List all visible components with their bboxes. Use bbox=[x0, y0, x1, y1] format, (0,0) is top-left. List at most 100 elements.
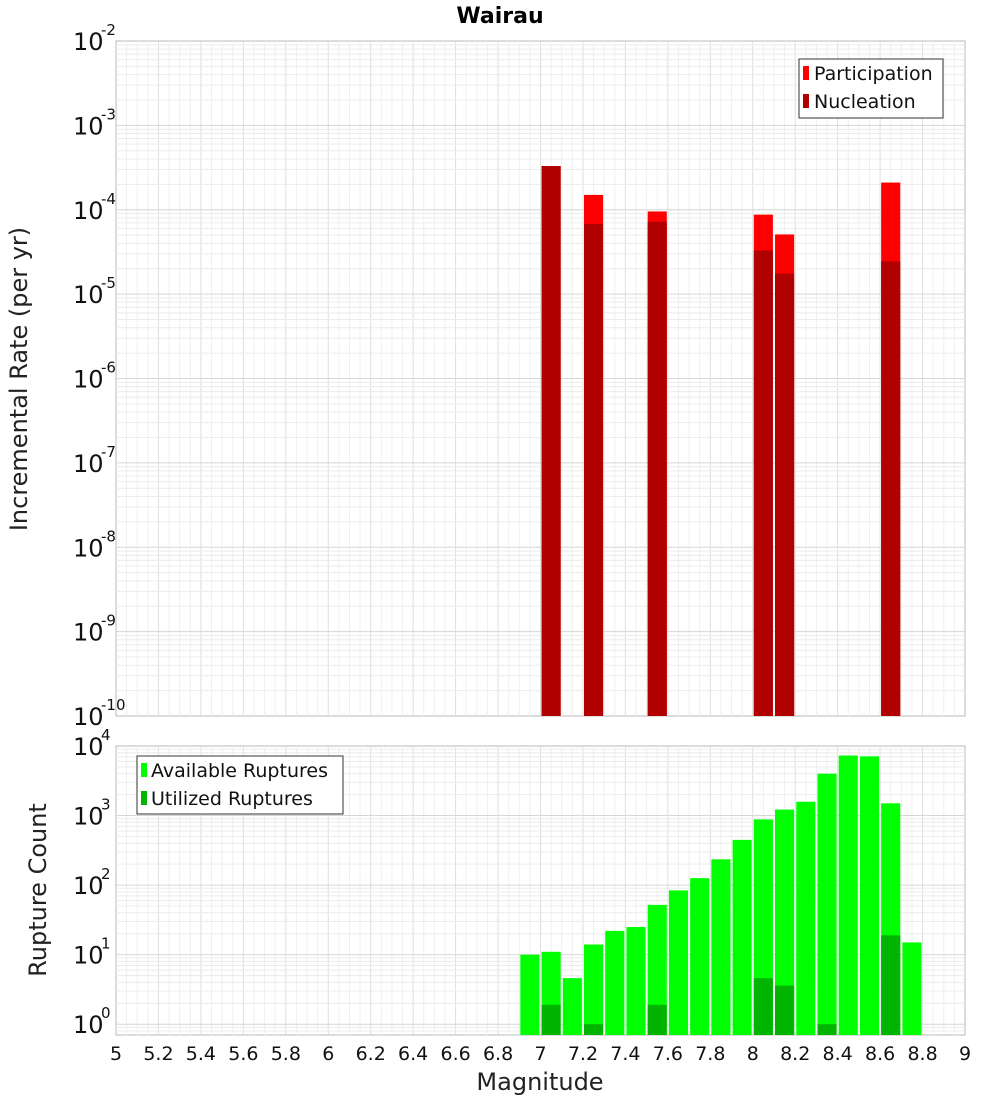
x-tick-label: 5.8 bbox=[271, 1043, 301, 1065]
x-tick-label: 8.6 bbox=[865, 1043, 895, 1065]
count-y-axis-label: Rupture Count bbox=[24, 803, 52, 977]
x-tick-label: 6.4 bbox=[398, 1043, 428, 1065]
rate-y-tick-exponent: -7 bbox=[101, 443, 116, 461]
x-tick-label: 5.6 bbox=[228, 1043, 258, 1065]
x-tick-label: 7.4 bbox=[610, 1043, 640, 1065]
nucleation-legend-swatch bbox=[803, 94, 809, 108]
count-y-tick-label: 10 bbox=[73, 942, 104, 970]
count-bar-s1 bbox=[817, 773, 837, 1035]
x-tick-label: 7 bbox=[534, 1043, 546, 1065]
count-legend-box bbox=[136, 755, 344, 815]
count-bar-s1 bbox=[711, 859, 731, 1035]
utilized-legend-swatch bbox=[141, 791, 147, 805]
rate-grid bbox=[116, 41, 965, 716]
count-bar-s2 bbox=[881, 935, 901, 1035]
x-tick-label: 5.2 bbox=[143, 1043, 173, 1065]
rate-y-tick-label: 10 bbox=[73, 28, 104, 56]
rate-y-tick-label: 10 bbox=[73, 534, 104, 562]
x-tick-label: 8.8 bbox=[907, 1043, 937, 1065]
x-tick-label: 6.8 bbox=[483, 1043, 513, 1065]
count-bar-s2 bbox=[817, 1024, 837, 1035]
nucleation-legend-label: Nucleation bbox=[814, 91, 916, 113]
x-axis-label: Magnitude bbox=[476, 1068, 603, 1096]
rate-y-tick-label: 10 bbox=[73, 197, 104, 225]
rate-bar-s2 bbox=[541, 166, 561, 717]
rate-bar-s2 bbox=[775, 273, 795, 716]
rate-y-tick-label: 10 bbox=[73, 703, 104, 731]
rate-y-tick-label: 10 bbox=[73, 366, 104, 394]
rate-bars bbox=[541, 166, 901, 717]
x-tick-label: 7.2 bbox=[568, 1043, 598, 1065]
count-bar-s1 bbox=[838, 755, 858, 1035]
count-y-tick-exponent: 1 bbox=[101, 935, 111, 953]
utilized-legend-label: Utilized Ruptures bbox=[151, 788, 313, 810]
count-bar-s1 bbox=[859, 756, 880, 1035]
x-tick-label: 7.6 bbox=[653, 1043, 683, 1065]
count-bar-s1 bbox=[520, 954, 540, 1035]
rate-y-tick-exponent: -8 bbox=[101, 527, 116, 545]
count-y-tick-label: 10 bbox=[73, 1011, 104, 1039]
rate-y-tick-label: 10 bbox=[73, 112, 104, 140]
available-legend-swatch bbox=[141, 763, 147, 777]
x-tick-label: 6.2 bbox=[356, 1043, 386, 1065]
rate-bar-s2 bbox=[881, 261, 901, 716]
count-bar-s2 bbox=[647, 1004, 667, 1035]
x-tick-label: 6 bbox=[322, 1043, 334, 1065]
count-bar-s1 bbox=[584, 944, 604, 1035]
count-y-tick-exponent: 0 bbox=[101, 1004, 111, 1022]
count-bar-s1 bbox=[775, 809, 795, 1035]
rate-y-axis-label: Incremental Rate (per yr) bbox=[5, 227, 33, 531]
available-legend-label: Available Ruptures bbox=[151, 760, 328, 782]
rate-y-tick-exponent: -4 bbox=[101, 190, 116, 208]
count-y-tick-label: 10 bbox=[73, 733, 104, 761]
rate-y-tick-exponent: -2 bbox=[101, 21, 116, 39]
rate-y-tick-exponent: -6 bbox=[101, 359, 116, 377]
x-tick-label: 5 bbox=[110, 1043, 122, 1065]
count-y-tick-label: 10 bbox=[73, 803, 104, 831]
rate-bar-s2 bbox=[584, 223, 604, 716]
x-tick-label: 7.8 bbox=[695, 1043, 725, 1065]
rate-y-tick-exponent: -3 bbox=[101, 105, 116, 123]
count-bar-s1 bbox=[668, 890, 689, 1035]
chart-title: Wairau bbox=[456, 4, 543, 29]
x-tick-label: 6.6 bbox=[440, 1043, 470, 1065]
rate-legend: Participation Nucleation bbox=[798, 58, 944, 119]
count-legend: Available Ruptures Utilized Ruptures bbox=[136, 755, 344, 815]
rate-y-tick-exponent: -9 bbox=[101, 612, 116, 630]
count-y-tick-exponent: 3 bbox=[101, 796, 111, 814]
x-tick-label: 9 bbox=[959, 1043, 971, 1065]
count-bar-s1 bbox=[647, 904, 667, 1035]
x-tick-label: 8.4 bbox=[823, 1043, 853, 1065]
count-bar-s1 bbox=[605, 930, 625, 1035]
participation-legend-label: Participation bbox=[814, 63, 933, 85]
count-bars bbox=[520, 755, 922, 1035]
x-tick-labels: 5 5.2 5.4 5.6 5.8 6 6.2 6.4 6.6 6.8 7 7.2 7.4 7.6 7.8 8… bbox=[110, 1043, 971, 1065]
rate-y-tick-exponent: -5 bbox=[101, 274, 116, 292]
count-bar-s1 bbox=[796, 801, 816, 1035]
participation-legend-swatch bbox=[803, 66, 809, 80]
count-y-tick-label: 10 bbox=[73, 872, 104, 900]
count-y-tick-exponent: 2 bbox=[101, 865, 111, 883]
count-bar-s1 bbox=[902, 942, 922, 1035]
count-bar-s1 bbox=[732, 839, 752, 1035]
rate-y-tick-exponent: -10 bbox=[101, 696, 126, 714]
count-bar-s1 bbox=[626, 926, 646, 1035]
rate-y-tick-label: 10 bbox=[73, 619, 104, 647]
rate-y-tick-label: 10 bbox=[73, 281, 104, 309]
count-bar-s2 bbox=[584, 1024, 604, 1035]
rate-bar-s2 bbox=[753, 250, 773, 717]
x-tick-label: 8 bbox=[747, 1043, 759, 1065]
count-bar-s1 bbox=[562, 978, 582, 1035]
count-y-tick-exponent: 4 bbox=[101, 726, 111, 744]
count-bar-s1 bbox=[690, 878, 710, 1035]
x-tick-label: 8.2 bbox=[780, 1043, 810, 1065]
rate-y-tick-label: 10 bbox=[73, 450, 104, 478]
rate-legend-box bbox=[798, 58, 944, 119]
count-bar-s2 bbox=[541, 1004, 561, 1035]
count-bar-s2 bbox=[775, 985, 795, 1035]
